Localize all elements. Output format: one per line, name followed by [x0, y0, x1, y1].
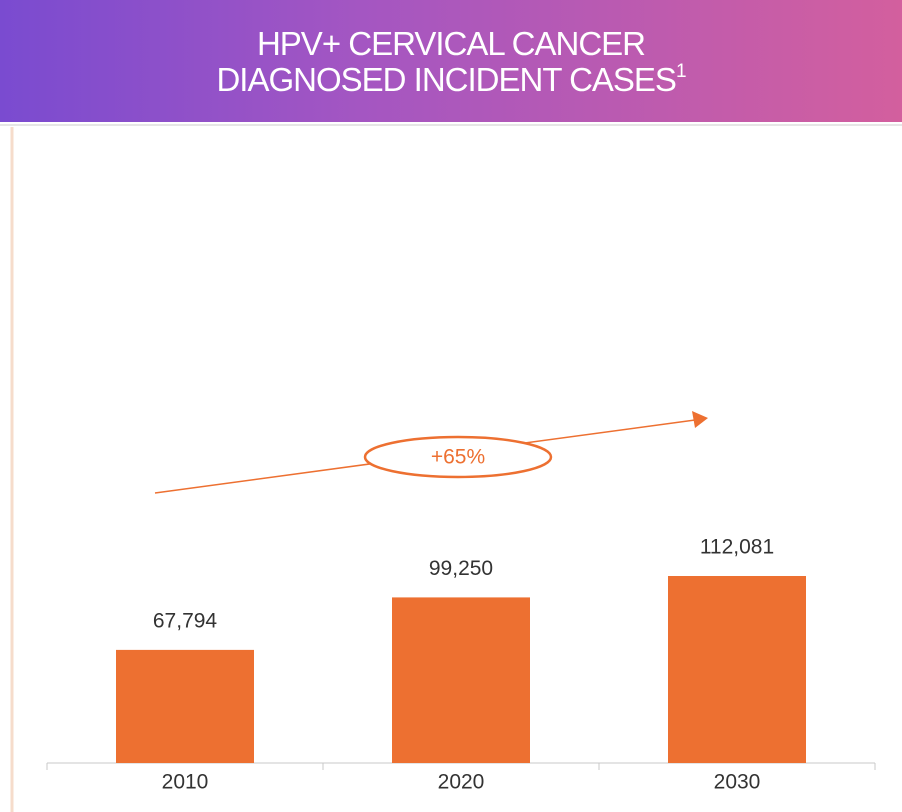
x-tick-label: 2010 [162, 771, 209, 794]
title-text: HPV+ CERVICAL CANCER DIAGNOSED INCIDENT … [216, 25, 676, 98]
value-label: 99,250 [429, 557, 493, 580]
chart-title: HPV+ CERVICAL CANCER DIAGNOSED INCIDENT … [171, 26, 731, 98]
title-footnote: 1 [675, 61, 687, 82]
bar [392, 597, 530, 763]
x-tick-label: 2030 [714, 771, 761, 794]
bar [116, 649, 254, 763]
value-label: 112,081 [700, 536, 774, 559]
x-tick-label: 2020 [438, 771, 485, 794]
arrow-head [692, 411, 708, 428]
value-label: 67,794 [153, 609, 218, 632]
annotation: +65% [431, 446, 485, 469]
header: HPV+ CERVICAL CANCER DIAGNOSED INCIDENT … [0, 0, 902, 122]
bar [668, 576, 806, 763]
annotation-ellipse [363, 435, 553, 479]
